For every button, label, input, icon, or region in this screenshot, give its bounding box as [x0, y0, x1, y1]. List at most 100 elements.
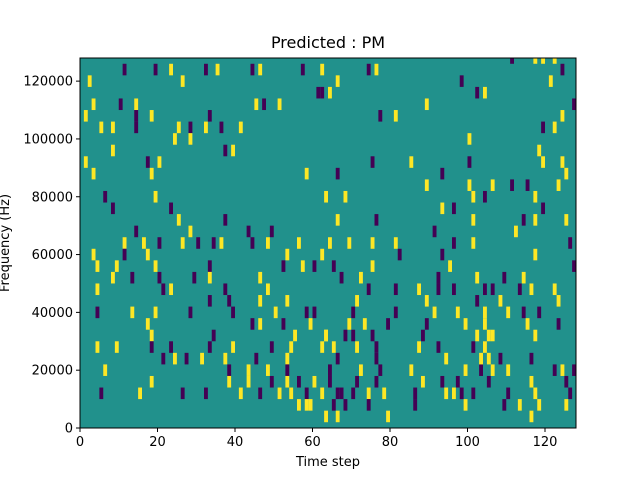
heatmap-cell: [424, 179, 429, 191]
heatmap-cell: [533, 329, 538, 342]
chart-title: Predicted : PM: [271, 33, 385, 52]
heatmap-cell: [347, 318, 352, 330]
heatmap-cell: [297, 399, 301, 411]
heatmap-cell: [130, 306, 135, 319]
heatmap-cell: [355, 341, 359, 353]
heatmap-cell: [436, 283, 441, 296]
heatmap-cell: [169, 341, 173, 353]
heatmap-cell: [111, 121, 115, 134]
heatmap-cell: [471, 214, 476, 226]
heatmap-cell: [153, 260, 158, 272]
heatmap-cell: [173, 133, 177, 145]
heatmap-cell: [370, 237, 375, 249]
heatmap-cell: [95, 341, 100, 353]
heatmap-cell: [424, 98, 429, 111]
heatmap-cell: [331, 260, 336, 272]
heatmap-cell: [161, 283, 166, 296]
heatmap-cell: [351, 329, 356, 342]
heatmap-cell: [370, 329, 375, 342]
heatmap-cell: [269, 225, 274, 238]
heatmap-cell: [440, 375, 445, 388]
heatmap-cell: [362, 318, 367, 330]
heatmap-cell: [200, 352, 204, 365]
heatmap-cell: [424, 318, 429, 330]
heatmap-cell: [250, 318, 255, 330]
heatmap-cell: [192, 271, 197, 284]
heatmap-cell: [320, 341, 325, 353]
heatmap-cell: [556, 318, 561, 330]
heatmap-cell: [440, 248, 445, 261]
heatmap-cell: [173, 352, 177, 365]
heatmap-cell: [521, 271, 526, 284]
heatmap-cell: [533, 248, 538, 261]
heatmap-cell: [432, 306, 437, 319]
heatmap-cell: [188, 225, 193, 238]
heatmap-cell: [215, 63, 220, 76]
heatmap-cell: [529, 375, 534, 388]
heatmap-cell: [134, 225, 139, 238]
heatmap-cell: [196, 237, 201, 249]
y-tick-label: 20000: [32, 364, 73, 379]
heatmap-cell: [111, 271, 115, 284]
heatmap-cell: [331, 399, 336, 411]
heatmap-cell: [506, 306, 511, 319]
heatmap-cell: [95, 306, 100, 319]
y-tick-label: 60000: [32, 248, 73, 263]
heatmap-cell: [269, 375, 274, 388]
heatmap-cells: [83, 58, 576, 423]
heatmap-cell: [421, 375, 425, 388]
heatmap-cell: [510, 179, 514, 191]
heatmap-cell: [180, 237, 185, 249]
heatmap-cell: [386, 318, 390, 330]
heatmap-cell: [223, 144, 228, 157]
heatmap-cell: [432, 225, 437, 238]
heatmap-cell: [486, 329, 491, 342]
x-tick-label: 80: [382, 435, 399, 450]
heatmap-cell: [227, 364, 232, 376]
heatmap-cell: [463, 364, 468, 376]
heatmap-cell: [498, 295, 503, 307]
heatmap-cell: [335, 75, 340, 87]
heatmap-cell: [149, 110, 154, 122]
heatmap-cell: [564, 375, 569, 388]
heatmap-cell: [149, 329, 154, 342]
heatmap-cell: [153, 63, 158, 76]
heatmap-cell: [308, 399, 313, 411]
heatmap-cell: [324, 190, 328, 203]
heatmap-cell: [111, 144, 115, 157]
heatmap-cell: [564, 167, 569, 180]
heatmap-cell: [359, 364, 363, 376]
heatmap-cell: [122, 248, 127, 261]
heatmap-cell: [320, 387, 325, 400]
heatmap-cell: [304, 399, 309, 411]
x-tick-label: 40: [227, 435, 244, 450]
heatmap-cell: [483, 306, 487, 319]
heatmap-cell: [246, 375, 251, 388]
heatmap-cell: [452, 202, 456, 215]
heatmap-cell: [118, 98, 123, 111]
heatmap-cell: [304, 306, 309, 319]
heatmap-cell: [223, 283, 228, 296]
heatmap-cell: [541, 202, 545, 215]
heatmap-cell: [568, 237, 573, 249]
heatmap-cell: [266, 237, 270, 249]
heatmap-cell: [475, 295, 480, 307]
heatmap-cell: [227, 375, 232, 388]
x-axis: 0 20 40 60 80 100 120: [76, 428, 557, 450]
heatmap-cell: [506, 387, 511, 400]
heatmap-cell: [250, 63, 255, 76]
heatmap-cell: [382, 387, 387, 400]
heatmap-cell: [269, 341, 274, 353]
heatmap-cell: [386, 410, 390, 423]
heatmap-cell: [122, 237, 127, 249]
heatmap-cell: [525, 179, 530, 191]
heatmap-cell: [424, 295, 429, 307]
heatmap-cell: [506, 364, 511, 376]
heatmap-cell: [552, 58, 557, 64]
heatmap-cell: [374, 214, 379, 226]
heatmap-cell: [355, 295, 359, 307]
heatmap-cell: [134, 98, 139, 111]
heatmap-cell: [91, 167, 96, 180]
heatmap-cell: [134, 121, 139, 134]
heatmap-cell: [533, 58, 538, 64]
